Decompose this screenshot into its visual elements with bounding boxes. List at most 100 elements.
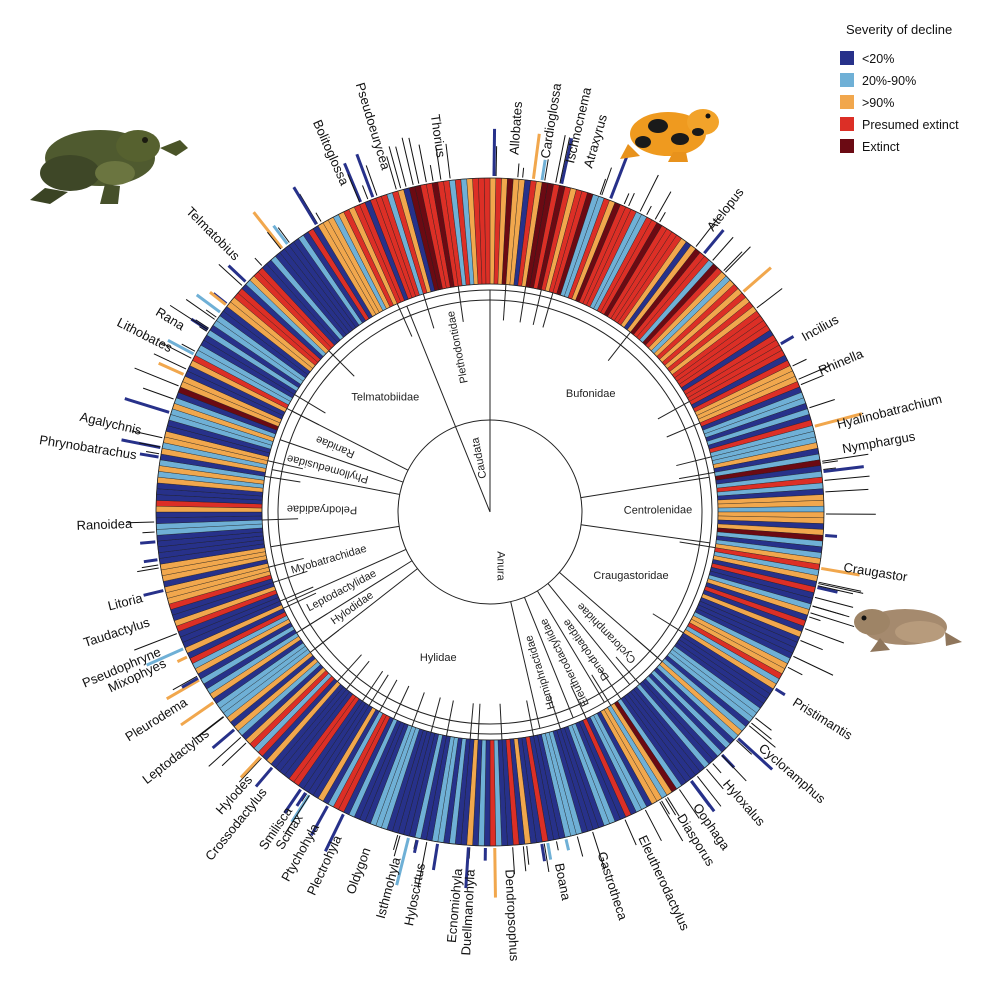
species-spike [755,717,772,731]
genus-label: Telmatobius [183,204,243,264]
species-spike [277,227,290,243]
species-spike [800,640,823,651]
species-ring [155,177,825,847]
legend-swatch-lt20 [840,51,854,65]
legend: Severity of decline <20% 20%-90% >90% Pr… [840,22,959,154]
genus-label: Dendropsophus [502,869,522,962]
species-spike [301,793,308,802]
genus-label: Hyloscirtus [401,861,428,927]
species-spike [355,153,375,198]
genus-branch [607,332,631,362]
genus-branch [542,292,554,328]
genus-branch [634,637,663,662]
genus-label: Isthmohyla [373,855,404,920]
species-spike [818,581,862,592]
family-label: Hylidae [420,652,457,664]
family-label: Pelodryadidae [287,503,358,516]
species-spike [401,137,414,186]
genus-branch [615,656,640,685]
species-spike [723,251,743,271]
species-spike [667,797,680,817]
species-spike [131,430,163,439]
species-spike [546,842,553,860]
species-spike [531,133,541,180]
genus-branch [502,284,507,321]
genus-branch [346,660,370,690]
species-spike [737,737,774,771]
species-spike [644,809,662,842]
species-spike [810,612,855,628]
species-spikes [121,128,876,898]
genus-branch [679,541,716,549]
species-spike [812,605,845,616]
genus-branch [393,685,410,719]
legend-swatch-20to90 [840,73,854,87]
species-spike [721,754,747,782]
species-spike [798,365,831,380]
species-spike [292,186,318,226]
species-spike [690,780,712,807]
species-spike [145,451,160,455]
species-spike [221,742,247,767]
species-spike [272,224,289,245]
genus-label: Hyloxalus [720,777,769,830]
family-boundary [524,597,574,719]
species-spike [522,846,527,872]
species-spike [526,845,530,865]
species-spike [137,567,159,573]
species-spike [823,467,836,471]
species-spike [679,789,700,819]
genus-label: Ranoidea [76,516,133,533]
genus-branch [526,700,534,736]
species-spike [315,212,322,222]
genus-label: Rhinella [816,346,866,378]
genus-label: Agalychnis [78,409,143,438]
genus-branch [268,557,304,568]
species-spike [555,135,566,183]
species-spike [408,137,420,184]
species-spike [169,304,209,331]
species-spike [295,791,307,807]
genus-branch [422,293,435,329]
species-spike [787,666,803,676]
family-boundary [547,583,631,685]
species-spike [543,843,550,872]
species-spike [817,586,838,594]
species-spike [712,763,722,774]
family-boundary [510,601,541,729]
species-spike [429,164,434,181]
species-spike [814,596,854,608]
species-spike [161,342,192,359]
species-spike [140,540,156,545]
species-spike [576,836,584,857]
genus-label: Craugastor [843,560,910,585]
species-spike [809,398,835,409]
ring-inner-border [261,283,719,741]
species-spike [601,167,612,196]
species-spike [165,678,200,701]
family-label: Centrolenidae [624,504,693,517]
genus-branch [328,350,355,377]
species-spike [142,531,155,534]
species-spike [559,137,571,184]
family-boundary [536,590,605,703]
species-spike [395,146,407,187]
species-spike [646,205,652,216]
family-boundary [406,305,456,427]
species-spike [544,159,549,181]
species-spike [659,212,666,223]
species-spike [703,229,725,255]
species-spike [347,173,361,203]
genus-label: Phrynobatrachus [38,432,138,462]
genus-label: Gastrotheca [595,850,631,923]
family-boundary [286,548,407,603]
species-spike [142,387,174,400]
species-spike [283,788,302,814]
legend-label: 20%-90% [862,74,916,88]
species-spike [139,452,159,459]
genus-label: Pristimantis [790,694,855,743]
species-spike [823,465,864,473]
species-spike [748,725,776,748]
species-spike [555,841,559,851]
legend-swatch-extinct [840,139,854,153]
